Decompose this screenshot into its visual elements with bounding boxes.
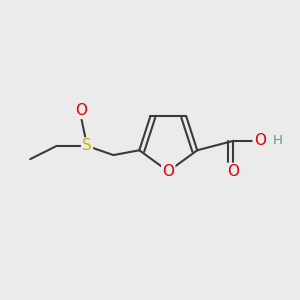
Text: O: O [75, 103, 87, 118]
Text: O: O [254, 134, 266, 148]
Text: O: O [162, 164, 174, 179]
Text: H: H [273, 134, 283, 147]
Text: S: S [82, 138, 92, 153]
Text: O: O [227, 164, 239, 179]
